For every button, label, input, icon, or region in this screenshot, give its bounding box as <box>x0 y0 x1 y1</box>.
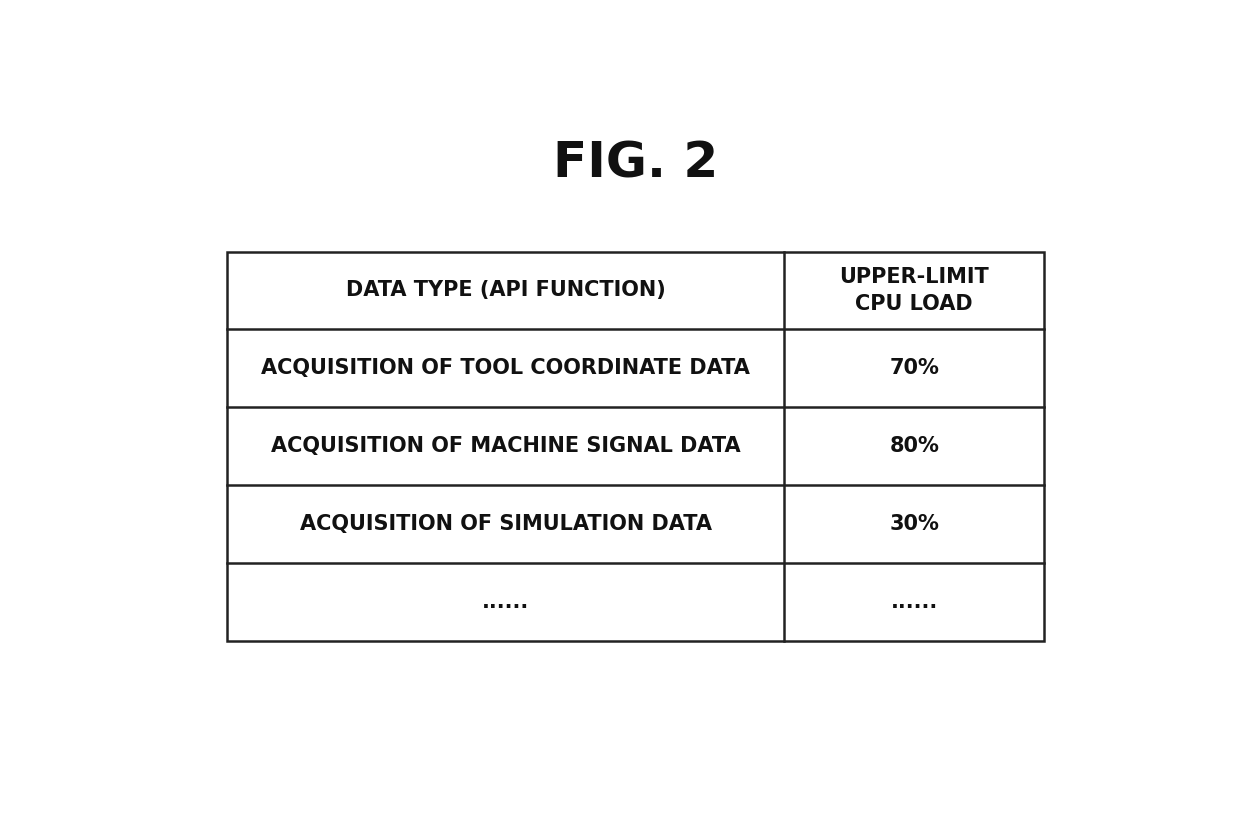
Text: ......: ...... <box>482 592 529 612</box>
Text: FIG. 2: FIG. 2 <box>553 139 718 187</box>
Text: 80%: 80% <box>889 436 939 456</box>
Text: ACQUISITION OF MACHINE SIGNAL DATA: ACQUISITION OF MACHINE SIGNAL DATA <box>272 436 740 456</box>
Text: DATA TYPE (API FUNCTION): DATA TYPE (API FUNCTION) <box>346 280 666 301</box>
Text: UPPER-LIMIT
CPU LOAD: UPPER-LIMIT CPU LOAD <box>839 267 990 314</box>
Text: 30%: 30% <box>889 514 939 534</box>
Text: ACQUISITION OF TOOL COORDINATE DATA: ACQUISITION OF TOOL COORDINATE DATA <box>262 359 750 378</box>
Bar <box>227 252 1044 641</box>
Text: ......: ...... <box>890 592 937 612</box>
Text: ACQUISITION OF SIMULATION DATA: ACQUISITION OF SIMULATION DATA <box>300 514 712 534</box>
Text: 70%: 70% <box>889 359 939 378</box>
